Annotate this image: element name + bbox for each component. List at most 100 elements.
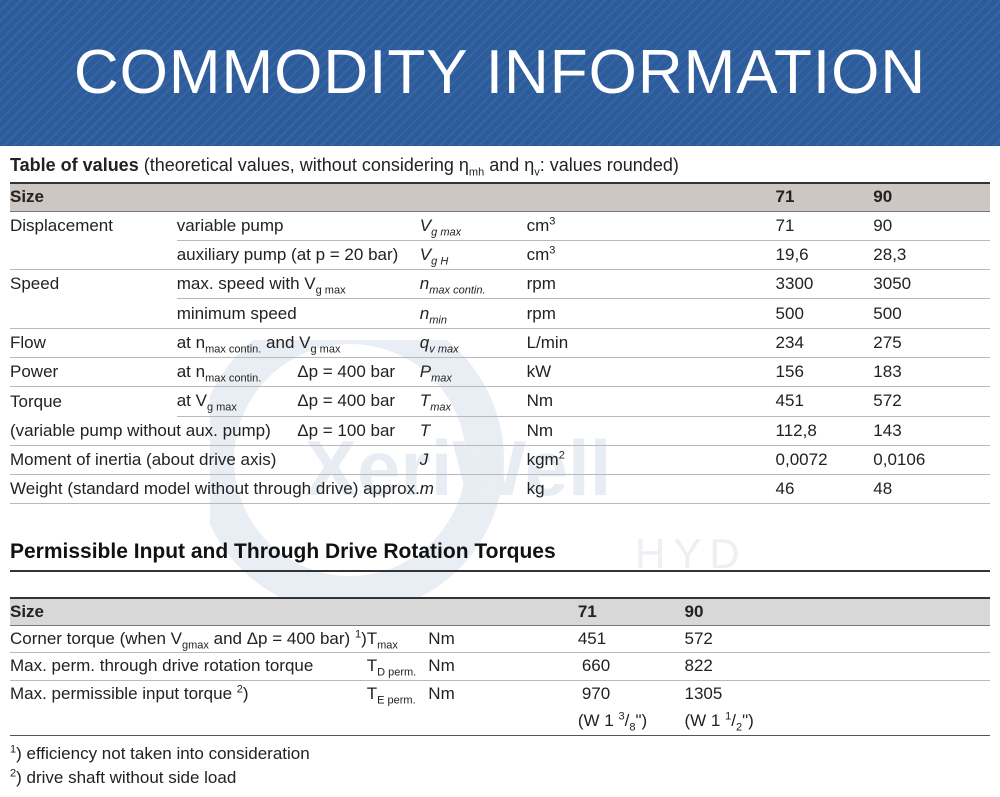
row-unit: Nm <box>428 684 455 703</box>
table-row: auxiliary pump (at p = 20 bar) Vg H cm3 … <box>10 240 990 271</box>
row-symbol: nmin <box>419 298 527 329</box>
shaft-spec-71: (W 1 3/8") <box>577 707 685 736</box>
row-value-71: 0,0072 <box>775 445 874 476</box>
row-value-71: 3300 <box>775 269 874 300</box>
row-unit: Nm <box>526 386 776 417</box>
row-description: at nmax contin. <box>176 357 298 388</box>
table-row-shaft: (W 1 3/8") (W 1 1/2") <box>10 707 990 736</box>
table-row: Speed max. speed with Vg max nmax contin… <box>10 269 990 300</box>
banner-title: COMMODITY INFORMATION <box>73 37 927 107</box>
table-row: minimum speed nmin rpm 500 500 <box>10 298 990 329</box>
caption-text: (theoretical values, without considering <box>138 155 459 175</box>
header-size: Size <box>10 182 776 212</box>
row-symbol: Vg max <box>419 211 527 241</box>
row-description: at Vg max <box>176 386 298 417</box>
row-value-90: 572 <box>873 386 990 417</box>
footnote-2: 2) drive shaft without side load <box>10 767 237 787</box>
row-symbol: Tmax <box>419 386 527 417</box>
row-pressure: Δp = 400 bar <box>297 386 420 417</box>
row-category <box>10 240 177 271</box>
section-rule <box>10 570 990 572</box>
row-value-90: 275 <box>873 328 990 358</box>
table-row: Weight (standard model without through d… <box>10 474 990 505</box>
header-size: Size <box>10 597 578 626</box>
row-value-90: 48 <box>873 474 990 505</box>
header-banner: COMMODITY INFORMATION <box>0 0 1000 146</box>
row-description: variable pump <box>176 211 420 241</box>
row-unit: rpm <box>526 269 776 300</box>
row-symbol: Pmax <box>419 357 527 388</box>
row-value-90: 143 <box>873 416 990 446</box>
eta-sub-mh: mh <box>468 166 485 179</box>
row-value-90: 3050 <box>873 269 990 300</box>
caption-bold: Table of values <box>10 155 139 175</box>
footnote-1: 1) efficiency not taken into considerati… <box>10 743 310 763</box>
header-size-90: 90 <box>684 597 990 626</box>
row-unit: kg <box>526 474 776 505</box>
row-description: auxiliary pump (at p = 20 bar) <box>176 240 420 271</box>
header-size-71: 71 <box>577 597 685 626</box>
row-description: at nmax contin. and Vg max <box>176 328 420 358</box>
row-value-71: 156 <box>775 357 874 388</box>
row-value-71: 19,6 <box>775 240 874 271</box>
row-unit: Nm <box>428 652 578 681</box>
table-row: (variable pump without aux. pump) Δp = 1… <box>10 416 990 446</box>
table-row: Moment of inertia (about drive axis) J k… <box>10 445 990 476</box>
row-value-90: 90 <box>873 211 990 241</box>
section-heading: Permissible Input and Through Drive Rota… <box>10 540 556 563</box>
row-value-71: 970 <box>581 684 611 703</box>
eta-symbol: η <box>458 155 469 175</box>
table-caption: Table of values (theoretical values, wit… <box>10 155 679 179</box>
row-value-90: 500 <box>873 298 990 329</box>
header-size-90: 90 <box>873 182 990 212</box>
row-description: minimum speed <box>176 298 420 329</box>
row-description: Max. perm. through drive rotation torque <box>10 652 367 681</box>
row-pressure: Δp = 100 bar <box>297 416 420 446</box>
row-value-90: 0,0106 <box>873 445 990 476</box>
row-symbol: nmax contin. <box>419 269 527 300</box>
table-header-row: Size 71 90 <box>10 597 990 626</box>
row-description: max. speed with Vg max <box>176 269 420 300</box>
table-row: Power at nmax contin. Δp = 400 bar Pmax … <box>10 357 990 388</box>
row-symbol: Vg H <box>419 240 527 271</box>
row-value-71: 660 <box>577 652 685 681</box>
row-category: Torque <box>10 391 62 411</box>
values-table: Size 71 90 Displacement variable pump Vg… <box>10 182 990 505</box>
row-symbol: T <box>419 416 527 446</box>
row-unit: L/min <box>526 328 776 358</box>
row-value-71: 46 <box>775 474 874 505</box>
caption-and: and <box>484 155 525 175</box>
shaft-spec-90: (W 1 1/2") <box>684 707 990 736</box>
row-value-71: 451 <box>775 386 874 417</box>
row-unit: kW <box>526 357 776 388</box>
eta-symbol-2: η <box>524 155 535 175</box>
row-symbol: qv max <box>419 328 527 358</box>
table-row: Corner torque (when Vgmax and Δp = 400 b… <box>10 625 990 653</box>
row-category: Power <box>10 357 177 388</box>
row-value-71: 500 <box>775 298 874 329</box>
table-row: Max. perm. through drive rotation torque… <box>10 652 990 681</box>
table-row: Displacement variable pump Vg max cm3 71… <box>10 211 990 241</box>
row-value-90: 183 <box>873 357 990 388</box>
caption-post: : values rounded) <box>539 155 679 175</box>
row-value-90: 28,3 <box>873 240 990 271</box>
table-header-row: Size 71 90 <box>10 182 990 212</box>
row-unit: cm3 <box>526 240 776 271</box>
eta-sub-v: v <box>534 166 540 179</box>
row-value-90: 822 <box>684 652 990 681</box>
row-value-71: 234 <box>775 328 874 358</box>
row-description: Max. permissible input torque 2) <box>10 683 249 703</box>
row-value-71: 112,8 <box>775 416 874 446</box>
row-unit: kgm2 <box>526 445 776 476</box>
row-symbol: TD perm. <box>366 652 429 681</box>
header-size-71: 71 <box>775 182 874 212</box>
row-unit: cm3 <box>526 211 776 241</box>
table-row: Torque at Vg max Δp = 400 bar Tmax Nm 45… <box>10 386 990 417</box>
row-value-90: 572 <box>684 625 990 653</box>
row-category: Moment of inertia (about drive axis) <box>10 445 420 476</box>
table-row: Max. permissible input torque 2) TE perm… <box>10 680 990 708</box>
row-description: Corner torque (when Vgmax and Δp = 400 b… <box>10 625 367 653</box>
row-category: Flow <box>10 328 177 358</box>
row-unit: rpm <box>526 298 776 329</box>
row-pressure: Δp = 400 bar <box>297 357 420 388</box>
